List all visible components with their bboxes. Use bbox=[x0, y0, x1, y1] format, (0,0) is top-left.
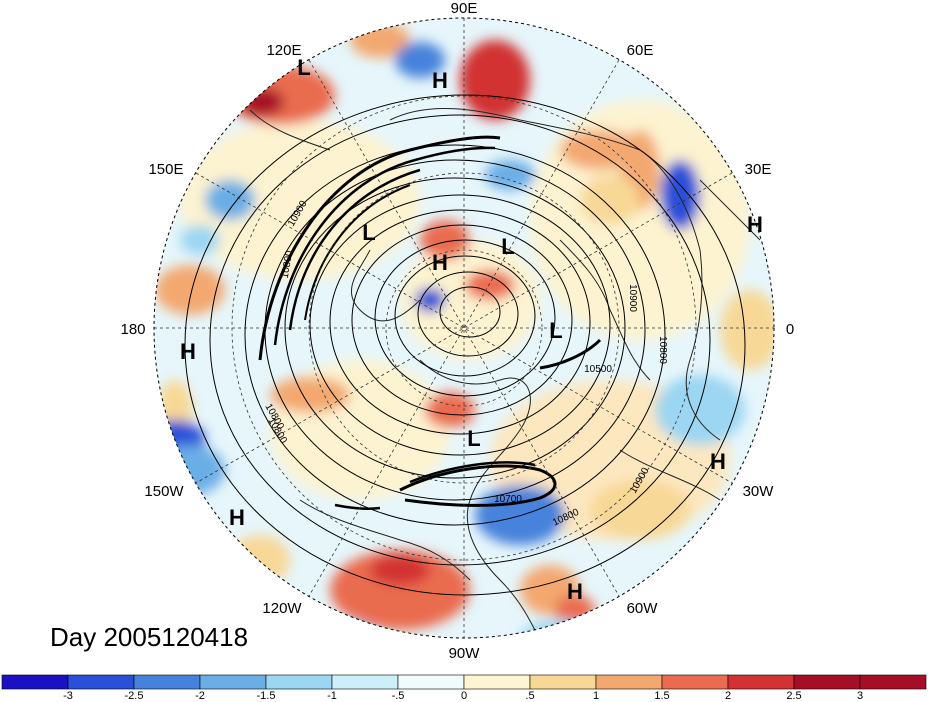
lon-label-150w: 150W bbox=[144, 483, 184, 500]
colorbar-tick-label: -1 bbox=[327, 690, 337, 702]
lon-label-150e: 150E bbox=[148, 161, 183, 178]
colorbar-tick-label: 1.5 bbox=[654, 690, 669, 702]
coastlines bbox=[249, 107, 761, 638]
colorbar: -3 -2.5 -2 -1.5 -1 -.5 0 .5 1 1.5 2 2.5 3 bbox=[1, 674, 927, 702]
contour-label: 10900 bbox=[627, 284, 638, 312]
colorbar-tick-label: .5 bbox=[525, 690, 534, 702]
contour-label: 10500 bbox=[584, 364, 612, 375]
colorbar-swatch bbox=[859, 674, 927, 690]
lon-label-90e: 90E bbox=[451, 0, 478, 17]
colorbar-tick-label: 3 bbox=[857, 690, 863, 702]
colorbar-swatch bbox=[595, 674, 663, 690]
contour-label: 10800 bbox=[657, 336, 668, 364]
colorbar-tick-label: 0 bbox=[461, 690, 467, 702]
colorbar-swatch bbox=[397, 674, 465, 690]
pressure-center-high: H bbox=[229, 505, 245, 530]
colorbar-swatch bbox=[661, 674, 729, 690]
pressure-center-low: L bbox=[362, 220, 375, 245]
pressure-center-high: H bbox=[710, 449, 726, 474]
colorbar-swatch bbox=[331, 674, 399, 690]
lon-label-180: 180 bbox=[120, 321, 145, 338]
contour-label: 10800 bbox=[280, 249, 296, 279]
date-label: Day 2005120418 bbox=[50, 622, 248, 652]
colorbar-tick-label: 2.5 bbox=[786, 690, 801, 702]
colorbar-tick-label: 1 bbox=[593, 690, 599, 702]
anomaly-field bbox=[154, 18, 774, 638]
lon-label-30w: 30W bbox=[743, 483, 775, 500]
lon-label-120e: 120E bbox=[266, 42, 301, 59]
colorbar-swatch bbox=[727, 674, 795, 690]
pressure-center-high: H bbox=[432, 250, 448, 275]
colorbar-swatch bbox=[199, 674, 267, 690]
contour-label: 10700 bbox=[494, 494, 522, 505]
lon-label-120w: 120W bbox=[262, 600, 302, 617]
pressure-center-high: H bbox=[180, 339, 196, 364]
pressure-center-low: L bbox=[501, 234, 514, 259]
lon-label-60w: 60W bbox=[627, 600, 659, 617]
height-contours bbox=[184, 94, 746, 596]
colorbar-tick-label: 2 bbox=[725, 690, 731, 702]
lon-label-90w: 90W bbox=[449, 645, 481, 662]
colorbar-swatch bbox=[265, 674, 333, 690]
colorbar-swatch bbox=[793, 674, 861, 690]
colorbar-tick-label: -2.5 bbox=[125, 690, 144, 702]
pressure-center-high: H bbox=[567, 579, 583, 604]
pressure-center-low: L bbox=[467, 426, 480, 451]
pressure-center-high: H bbox=[747, 212, 763, 237]
colorbar-swatch bbox=[67, 674, 135, 690]
pressure-center-low: L bbox=[549, 318, 562, 343]
pressure-center-low: L bbox=[297, 55, 310, 80]
map-boundary bbox=[153, 17, 775, 639]
lon-label-30e: 30E bbox=[745, 161, 772, 178]
pressure-center-high: H bbox=[432, 68, 448, 93]
graticule bbox=[154, 18, 774, 638]
colorbar-swatch bbox=[529, 674, 597, 690]
colorbar-swatch bbox=[133, 674, 201, 690]
colorbar-tick-label: -3 bbox=[63, 690, 73, 702]
colorbar-tick-label: -.5 bbox=[392, 690, 405, 702]
lon-label-0: 0 bbox=[786, 321, 794, 338]
lon-label-60e: 60E bbox=[627, 42, 654, 59]
colorbar-swatch bbox=[463, 674, 531, 690]
colorbar-swatch bbox=[1, 674, 69, 690]
colorbar-tick-label: -2 bbox=[195, 690, 205, 702]
colorbar-tick-label: -1.5 bbox=[257, 690, 276, 702]
